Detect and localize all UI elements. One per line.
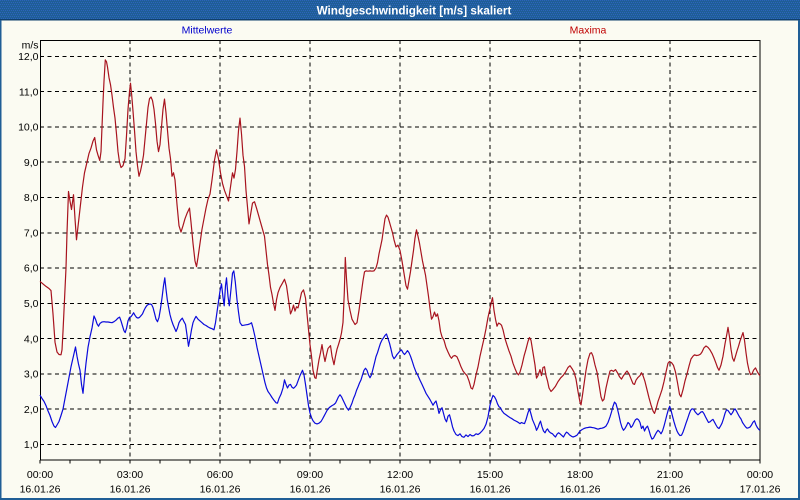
svg-text:16.01.26: 16.01.26 <box>560 484 601 496</box>
svg-text:5,0: 5,0 <box>24 298 39 310</box>
svg-text:3,0: 3,0 <box>24 369 39 381</box>
svg-text:00:00: 00:00 <box>27 469 53 481</box>
svg-text:Maxima: Maxima <box>570 25 607 37</box>
svg-text:12,0: 12,0 <box>18 51 39 63</box>
svg-text:16.01.26: 16.01.26 <box>470 484 511 496</box>
svg-text:9,0: 9,0 <box>24 157 39 169</box>
svg-text:15:00: 15:00 <box>477 469 503 481</box>
svg-text:17.01.26: 17.01.26 <box>740 484 781 496</box>
svg-text:18:00: 18:00 <box>567 469 593 481</box>
svg-text:16.01.26: 16.01.26 <box>650 484 691 496</box>
svg-text:00:00: 00:00 <box>747 469 773 481</box>
svg-text:16.01.26: 16.01.26 <box>380 484 421 496</box>
svg-text:16.01.26: 16.01.26 <box>110 484 151 496</box>
svg-text:12:00: 12:00 <box>387 469 413 481</box>
svg-text:09:00: 09:00 <box>297 469 323 481</box>
svg-text:21:00: 21:00 <box>657 469 683 481</box>
svg-text:11,0: 11,0 <box>19 86 39 98</box>
svg-text:2,0: 2,0 <box>24 404 39 416</box>
svg-text:Windgeschwindigkeit [m/s] skal: Windgeschwindigkeit [m/s] skaliert <box>317 4 512 17</box>
svg-text:1,0: 1,0 <box>24 439 39 451</box>
svg-text:06:00: 06:00 <box>207 469 233 481</box>
svg-text:16.01.26: 16.01.26 <box>200 484 241 496</box>
svg-text:Mittelwerte: Mittelwerte <box>182 25 233 37</box>
svg-text:10,0: 10,0 <box>18 122 39 134</box>
svg-text:03:00: 03:00 <box>117 469 143 481</box>
svg-text:8,0: 8,0 <box>24 192 39 204</box>
svg-text:16.01.26: 16.01.26 <box>20 484 61 496</box>
svg-text:6,0: 6,0 <box>24 263 39 275</box>
svg-text:4,0: 4,0 <box>24 333 39 345</box>
svg-text:m/s: m/s <box>22 40 39 52</box>
svg-text:16.01.26: 16.01.26 <box>290 484 331 496</box>
svg-text:7,0: 7,0 <box>24 228 39 240</box>
